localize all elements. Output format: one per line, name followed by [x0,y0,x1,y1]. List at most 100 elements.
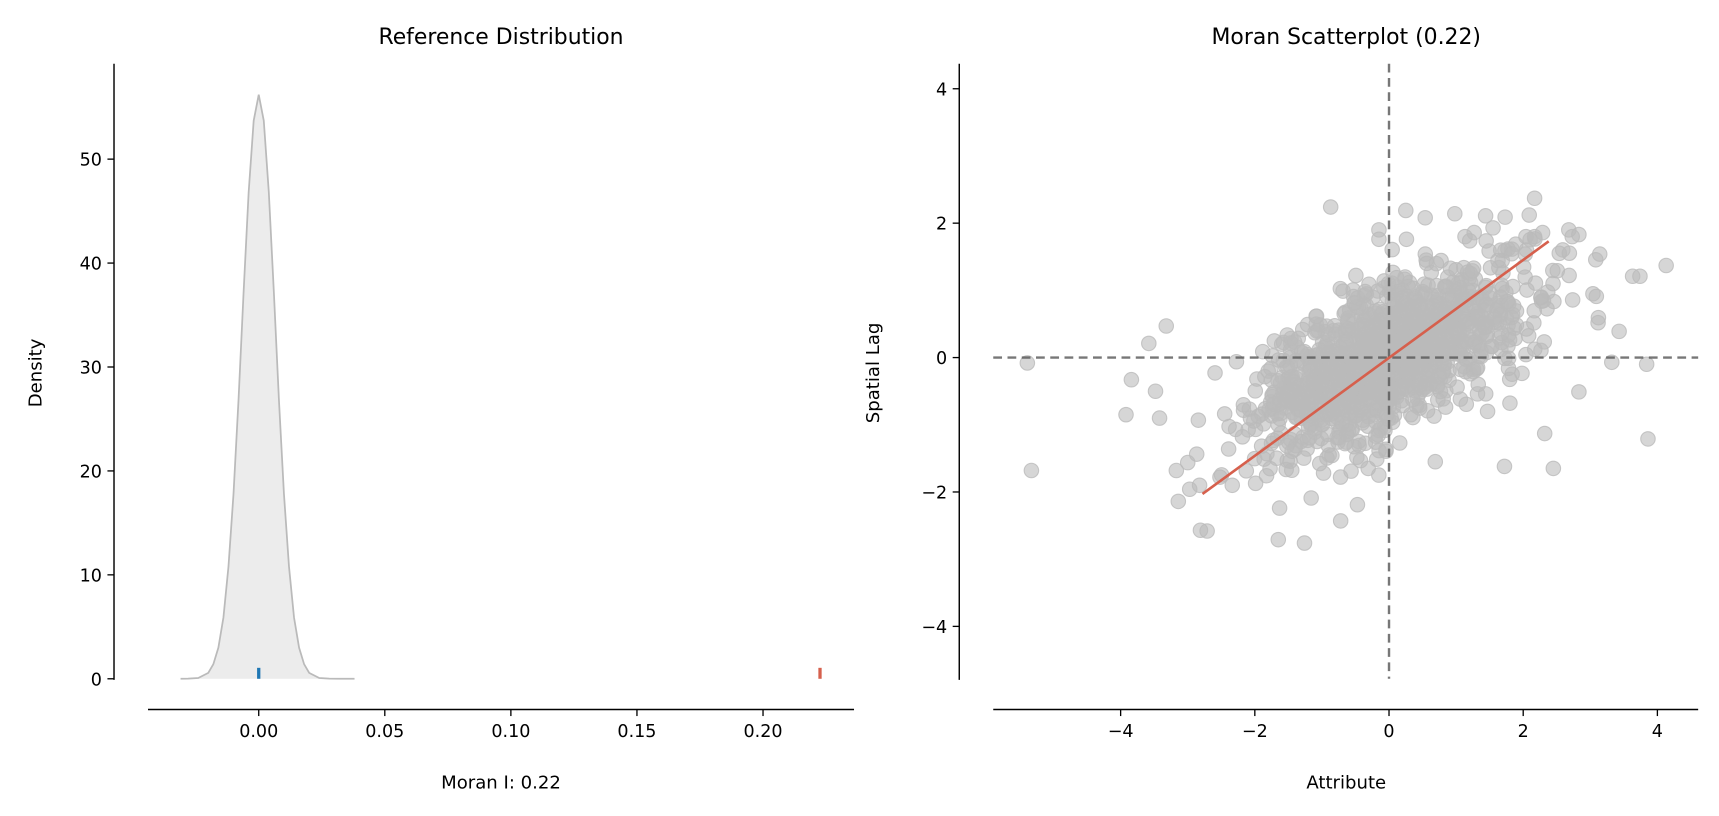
left-x-axis-label: Moran I: 0.22 [441,772,561,793]
scatter-point [1330,346,1346,362]
scatter-point [1459,316,1476,332]
scatter-point [1590,309,1607,326]
scatter-point [1224,477,1241,494]
scatter-point [1271,500,1288,516]
scatter-point [1428,255,1445,272]
right-chart-title: Moran Scatterplot (0.22) [1212,25,1481,50]
x-tick-label: 0.15 [617,722,656,742]
scatter-point [1427,453,1444,470]
scatter-point [1501,371,1518,388]
scatter-point [1349,496,1366,513]
scatter-point [1536,425,1553,442]
right-x-axis-label: Attribute [1306,772,1386,793]
y-tick-label: −4 [921,618,947,638]
scatter-point [1478,233,1494,249]
scatter-point [1398,202,1414,219]
scatter-point [1640,431,1656,447]
scatter-point [1188,446,1205,462]
kde-fill-area [180,94,355,679]
scatter-point [1168,462,1185,479]
scatter-point [1369,402,1385,419]
scatter-point [1521,207,1538,223]
scatter-point [1473,343,1489,359]
scatter-point [1141,335,1157,352]
y-tick-label: 20 [80,463,102,483]
scatter-point [1479,403,1496,420]
scatter-point [1403,406,1419,423]
scatter-point [1283,330,1299,347]
scatter-point [1502,395,1518,411]
scatter-point [1390,384,1406,400]
scatter-point [1023,462,1040,479]
scatter-point [1235,397,1252,413]
scatter-point [1357,318,1373,334]
right-y-axis-label: Spatial Lag [863,323,884,424]
scatter-points [1019,190,1674,551]
x-tick-label: 4 [1652,722,1663,742]
scatter-point [1469,359,1486,376]
scatter-point [1332,469,1349,485]
scatter-point [1247,383,1264,399]
y-tick-label: 2 [936,215,947,235]
scatter-point [1497,209,1513,225]
scatter-point [1348,267,1364,284]
scatter-point [1391,435,1408,451]
scatter-point [1632,268,1648,285]
scatter-point [1352,402,1369,418]
scatter-point [1199,523,1215,539]
scatter-point [1302,362,1319,378]
x-tick-label: 0.10 [491,722,530,742]
scatter-point [1327,326,1344,343]
scatter-point [1526,302,1543,319]
scatter-point [1411,299,1428,316]
scatter-point [1118,406,1134,423]
reference-distribution-chart: Reference Distribution Moran I: 0.22 Den… [26,25,855,793]
scatter-point [1485,220,1501,236]
scatter-point [1322,199,1339,215]
scatter-point [1384,241,1400,258]
scatter-point [1496,458,1513,475]
scatter-point [1527,275,1544,291]
scatter-point [1458,396,1475,413]
scatter-point [1564,292,1581,308]
scatter-point [1147,383,1164,400]
kde-curve-line [180,94,355,680]
scatter-point [1442,260,1459,277]
x-tick-label: 0.05 [365,722,404,742]
scatter-point [1220,441,1237,457]
scatter-point [1346,294,1362,311]
scatter-point [1464,263,1481,279]
scatter-point [1300,375,1316,391]
scatter-point [1518,346,1534,363]
scatter-point [1638,356,1655,373]
scatter-point [1270,373,1286,389]
scatter-point [1526,190,1543,207]
y-tick-label: 10 [80,566,102,586]
scatter-point [1260,363,1276,379]
scatter-point [1417,210,1433,226]
scatter-point [1449,379,1465,395]
moran-scatterplot-chart: Moran Scatterplot (0.22) Attribute Spati… [863,25,1699,793]
scatter-point [1266,396,1282,412]
y-tick-label: 30 [80,359,102,379]
scatter-point [1520,327,1537,344]
scatter-point [1247,475,1264,492]
scatter-point [1190,412,1207,428]
y-tick-label: 0 [91,670,102,690]
scatter-point [1413,359,1430,376]
scatter-point [1460,282,1477,299]
scatter-point [1227,421,1244,438]
scatter-point [1534,224,1551,241]
x-tick-label: 2 [1518,722,1529,742]
scatter-point [1398,303,1415,319]
scatter-point [1258,467,1275,484]
scatter-point [1303,490,1319,506]
scatter-point [1279,438,1295,454]
scatter-point [1170,493,1187,510]
scatter-point [1158,318,1175,334]
scatter-point [1332,513,1349,529]
scatter-point [1430,325,1447,342]
scatter-point [1549,262,1566,279]
scatter-point [1503,245,1520,262]
